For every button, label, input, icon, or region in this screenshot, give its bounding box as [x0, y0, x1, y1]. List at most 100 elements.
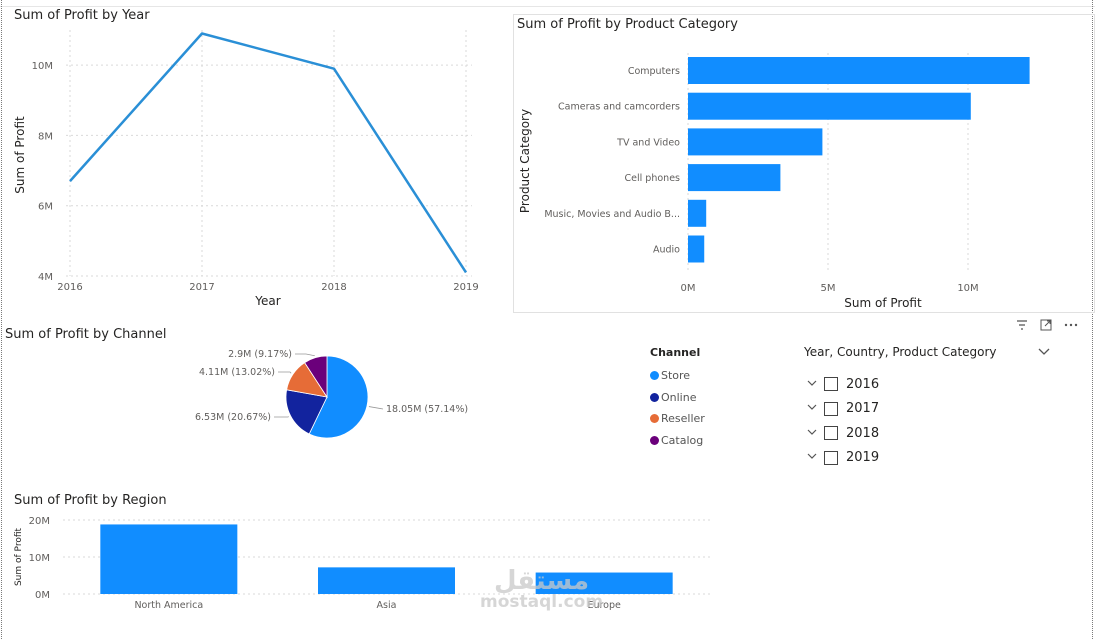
left-dotted-border	[1, 0, 2, 639]
category-label: Computers	[628, 66, 680, 77]
category-label: Cameras and camcorders	[558, 102, 680, 113]
region-label: Europe	[587, 600, 621, 611]
legend-dot-online	[650, 392, 659, 402]
profit-by-year-title: Sum of Profit by Year	[14, 8, 150, 23]
category-label: Audio	[653, 245, 680, 256]
x-tick-label: 2018	[321, 282, 346, 293]
slicer-checkbox[interactable]	[824, 401, 838, 416]
right-dotted-border	[1092, 0, 1093, 639]
category-label: Music, Movies and Audio B...	[544, 209, 680, 220]
leader-line	[278, 371, 292, 374]
filter-icon[interactable]	[1016, 319, 1028, 335]
y-tick-label: 8M	[38, 131, 53, 142]
region-label: North America	[134, 600, 203, 611]
legend-dot-store	[650, 371, 659, 381]
profit-by-year-visual[interactable]: Sum of Profit by Year 4M 6M 8M 10M 2016 2017 2…	[0, 0, 500, 315]
slicer-header[interactable]: Year, Country, Product Category	[804, 342, 1054, 362]
x-tick-label: 5M	[821, 283, 836, 294]
region-bar	[100, 524, 238, 594]
profit-by-region-visual[interactable]: Sum of Profit by Region 0M 10M 20M North Am…	[0, 486, 720, 616]
category-bar	[688, 128, 823, 156]
profit-series-line	[69, 32, 468, 274]
profit-by-category-title: Sum of Profit by Product Category	[517, 17, 738, 32]
mostaql-watermark: مستقل mostaql.com	[480, 566, 603, 612]
pie-slice-catalog	[304, 355, 328, 399]
region-bar	[318, 567, 455, 594]
expand-chevron-icon[interactable]	[804, 379, 820, 390]
profit-by-category-visual[interactable]: Sum of Profit by Product Category 0M 5M 10…	[513, 14, 1095, 313]
legend-item-catalog[interactable]: Catalog	[650, 430, 705, 452]
legend-label-online: Online	[661, 390, 697, 404]
legend-label-store: Store	[661, 369, 691, 383]
top-divider	[0, 6, 1095, 7]
x-axis-title: Sum of Profit	[844, 296, 922, 310]
x-tick-label: 10M	[957, 283, 978, 294]
profit-by-channel-visual[interactable]: Sum of Profit by Channel 18.05M (57.14%)…	[0, 320, 640, 480]
profit-by-region-title: Sum of Profit by Region	[14, 493, 167, 508]
slicer-checkbox[interactable]	[824, 426, 838, 441]
category-bar	[688, 92, 971, 120]
y-axis-title: Product Category	[518, 109, 532, 213]
x-tick-label: 2019	[453, 282, 478, 293]
slicer-item-2017[interactable]: 2017	[804, 397, 1054, 422]
expand-chevron-icon[interactable]	[804, 452, 820, 463]
year-country-category-slicer: Year, Country, Product Category 2016 201…	[804, 342, 1054, 470]
channel-legend-title: Channel	[650, 346, 701, 359]
leader-line	[368, 406, 384, 410]
category-bar	[688, 57, 1030, 84]
category-label: Cell phones	[625, 173, 681, 184]
legend-dot-reseller	[650, 414, 659, 424]
legend-dot-catalog	[650, 435, 659, 445]
visual-header-icons	[1016, 319, 1078, 335]
legend-label-reseller: Reseller	[661, 412, 705, 426]
focus-mode-icon[interactable]	[1040, 319, 1052, 335]
slicer-title: Year, Country, Product Category	[804, 345, 997, 359]
y-tick-label: 6M	[38, 202, 53, 213]
slicer-item-2018[interactable]: 2018	[804, 421, 1054, 446]
y-axis-title: Sum of Profit	[14, 528, 24, 587]
pie-slice-store	[308, 355, 369, 439]
x-tick-label: 2017	[189, 282, 214, 293]
y-tick-label: 10M	[32, 61, 53, 72]
slice-data-label: 4.11M (13.02%)	[199, 367, 275, 378]
profit-by-region-chart: 0M 10M 20M North America Asia Europe Sum of Pr…	[14, 516, 710, 611]
y-tick-label: 4M	[38, 272, 53, 283]
profit-by-category-chart: 0M 5M 10M Computers Cameras and camcorders TV…	[518, 53, 1030, 310]
y-tick-label: 20M	[29, 516, 50, 527]
expand-chevron-icon[interactable]	[804, 403, 820, 414]
watermark-arabic: مستقل	[493, 566, 590, 596]
leader-line	[295, 353, 315, 357]
slicer-item-2016[interactable]: 2016	[804, 372, 1054, 397]
more-options-icon[interactable]	[1064, 319, 1078, 335]
slice-data-label: 6.53M (20.67%)	[195, 412, 271, 423]
y-tick-label: 0M	[35, 590, 50, 601]
slicer-checkbox[interactable]	[824, 377, 838, 392]
category-label: TV and Video	[616, 137, 680, 148]
slicer-item-label: 2019	[846, 450, 880, 466]
slice-data-label: 2.9M (9.17%)	[228, 349, 292, 360]
region-label: Asia	[377, 600, 397, 611]
slicer-chevron-down-icon[interactable]	[1038, 345, 1050, 359]
legend-label-catalog: Catalog	[661, 433, 704, 447]
x-tick-label: 2016	[57, 282, 82, 293]
pie-slice-online	[285, 389, 328, 435]
x-tick-label: 0M	[681, 283, 696, 294]
y-axis-title: Sum of Profit	[13, 116, 27, 194]
profit-by-channel-title: Sum of Profit by Channel	[5, 327, 167, 342]
legend-item-store[interactable]: Store	[650, 365, 705, 387]
legend-item-reseller[interactable]: Reseller	[650, 408, 705, 430]
region-bar	[535, 572, 673, 594]
slice-data-label: 18.05M (57.14%)	[386, 404, 468, 415]
category-bar	[688, 235, 705, 263]
slicer-item-label: 2017	[846, 401, 880, 417]
slicer-item-2019[interactable]: 2019	[804, 446, 1054, 471]
category-bar	[688, 164, 781, 192]
expand-chevron-icon[interactable]	[804, 428, 820, 439]
y-tick-label: 10M	[29, 553, 50, 564]
watermark-latin: mostaql.com	[480, 592, 604, 612]
slicer-checkbox[interactable]	[824, 450, 838, 465]
slicer-item-label: 2018	[846, 425, 880, 441]
legend-item-online[interactable]: Online	[650, 387, 705, 409]
channel-legend: Channel Store Online Reseller Catalog	[650, 346, 705, 451]
